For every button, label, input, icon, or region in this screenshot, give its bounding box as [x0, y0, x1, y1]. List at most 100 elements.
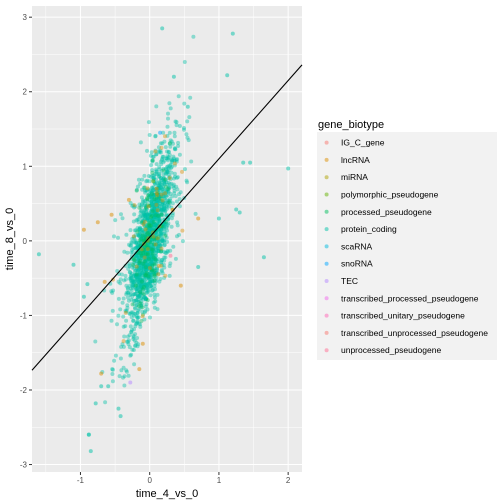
scatter-point [139, 261, 144, 266]
scatter-point [164, 251, 169, 255]
scatter-point [148, 213, 153, 217]
scatter-point [145, 196, 149, 201]
scatter-point [174, 157, 179, 162]
y-tick-label: 0 [23, 237, 28, 246]
scatter-point [161, 193, 166, 198]
scatter-point [146, 289, 151, 294]
scatter-point [138, 291, 143, 296]
x-tick-label: -1 [77, 476, 85, 485]
scatter-point [146, 232, 151, 236]
scatter-point [148, 255, 153, 260]
scatter-point [169, 216, 174, 221]
scatter-point [140, 187, 145, 192]
scatter-point [138, 290, 143, 295]
scatter-point [175, 234, 179, 239]
scatter-point [145, 178, 150, 183]
scatter-point [169, 224, 174, 229]
scatter-point [127, 311, 132, 316]
scatter-point [144, 243, 149, 248]
scatter-point [138, 261, 142, 266]
scatter-point [155, 259, 160, 264]
scatter-point [156, 242, 161, 247]
scatter-point [131, 333, 136, 338]
scatter-point [146, 246, 151, 250]
scatter-point [150, 242, 155, 247]
scatter-point [148, 256, 153, 261]
scatter-point [166, 221, 171, 226]
legend-item: transcribed_unprocessed_pseudogene [318, 324, 488, 342]
scatter-point [134, 187, 139, 192]
scatter-point [150, 227, 155, 232]
scatter-point [36, 252, 41, 257]
scatter-point [137, 253, 142, 258]
scatter-point [126, 298, 131, 303]
scatter-point [153, 244, 158, 249]
scatter-point [159, 260, 164, 265]
scatter-point [141, 235, 146, 240]
scatter-point [146, 240, 151, 245]
scatter-point [171, 182, 176, 187]
scatter-point [138, 289, 143, 294]
scatter-point [145, 248, 150, 253]
scatter-point [182, 101, 187, 106]
scatter-point [159, 212, 164, 217]
scatter-point [147, 249, 151, 253]
scatter-point [143, 250, 148, 255]
scatter-point [154, 253, 159, 258]
scatter-point [139, 303, 144, 308]
scatter-point [141, 211, 146, 216]
scatter-point [139, 209, 144, 214]
scatter-point [143, 213, 148, 218]
scatter-point [169, 139, 174, 144]
scatter-point [132, 277, 137, 281]
scatter-point [143, 259, 148, 264]
scatter-point [131, 279, 136, 284]
scatter-point [171, 185, 176, 190]
scatter-point [156, 145, 161, 150]
scatter-point [159, 227, 164, 232]
scatter-point [142, 252, 147, 257]
grid-minor [32, 6, 302, 472]
scatter-point [152, 199, 157, 204]
scatter-point [154, 202, 159, 207]
scatter-point [150, 268, 154, 273]
scatter-point [146, 262, 151, 267]
scatter-point [151, 235, 156, 240]
scatter-point [135, 320, 140, 325]
scatter-point [154, 257, 158, 262]
scatter-point [150, 229, 155, 234]
scatter-point [160, 224, 165, 229]
scatter-point [182, 127, 186, 132]
scatter-point [166, 111, 170, 116]
scatter-point [148, 284, 153, 289]
scatter-point [144, 205, 148, 210]
scatter-point [149, 268, 154, 273]
scatter-point [143, 269, 148, 274]
legend-label: transcribed_unprocessed_pseudogene [341, 328, 488, 338]
scatter-point [165, 124, 170, 129]
scatter-point [148, 281, 153, 286]
scatter-point [147, 239, 152, 243]
scatter-point [148, 212, 153, 217]
scatter-point [156, 248, 161, 253]
scatter-point [176, 140, 181, 145]
scatter-point [154, 261, 159, 266]
scatter-point [145, 271, 150, 276]
scatter-point [156, 194, 161, 199]
legend-title: gene_biotype [318, 119, 384, 131]
scatter-point [148, 226, 153, 231]
scatter-point [149, 260, 154, 265]
scatter-point [142, 274, 147, 279]
scatter-point [164, 235, 169, 240]
scatter-point [159, 207, 164, 212]
scatter-point [162, 258, 167, 263]
scatter-point [149, 199, 154, 204]
scatter-point [152, 215, 157, 220]
scatter-point [146, 275, 151, 279]
scatter-point [158, 141, 163, 146]
scatter-point [169, 157, 174, 162]
scatter-point [149, 237, 154, 242]
scatter-point [149, 220, 154, 225]
scatter-point [140, 291, 145, 296]
scatter-point [138, 283, 143, 288]
